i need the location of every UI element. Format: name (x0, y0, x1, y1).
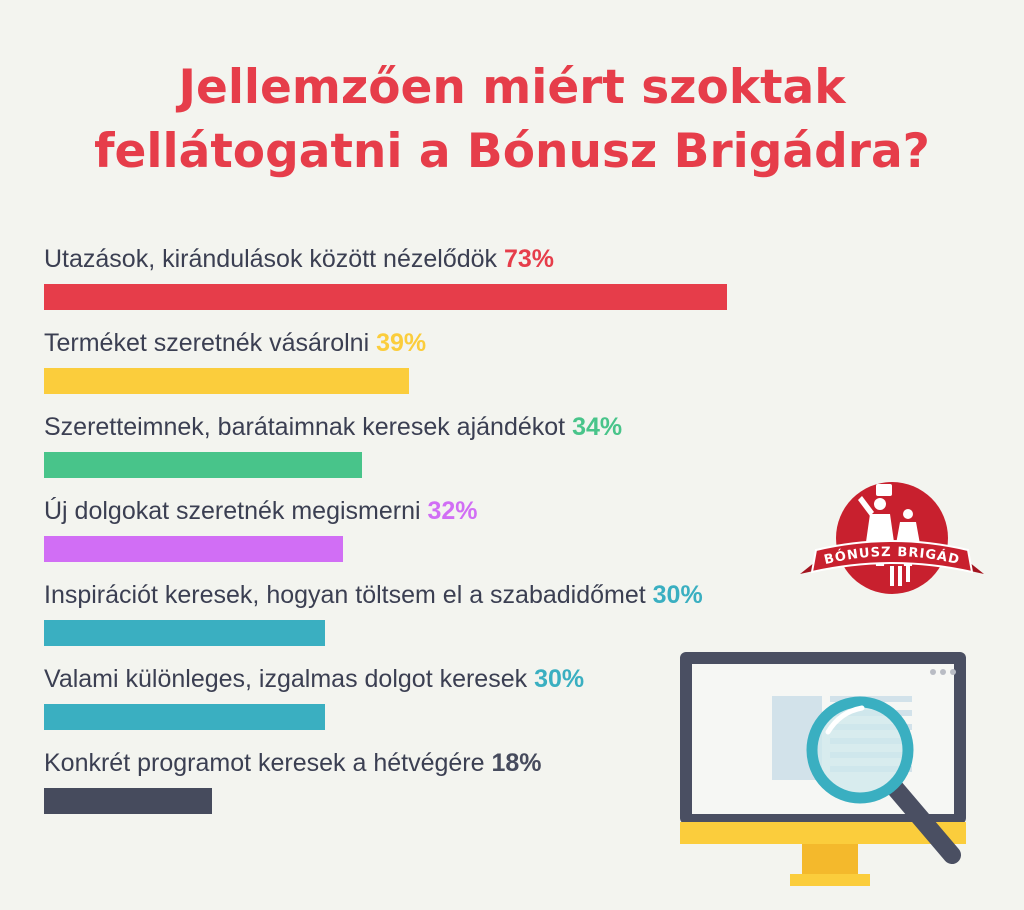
title-line-1: Jellemzően miért szoktak (178, 60, 846, 115)
bar (44, 536, 343, 562)
value-label: 39% (376, 329, 427, 357)
chart-title: Jellemzően miért szoktak fellátogatni a … (0, 56, 1024, 184)
bonusz-brigad-logo-icon: BÓNUSZ BRIGÁD (800, 482, 984, 594)
category-label: Terméket szeretnék vásárolni (44, 329, 377, 357)
monitor-magnifier-icon (680, 652, 966, 886)
value-label: 34% (572, 413, 623, 441)
bar (44, 620, 325, 646)
category-label: Szeretteimnek, barátaimnak keresek ajánd… (44, 413, 573, 441)
title-line-2: fellátogatni a Bónusz Brigádra? (94, 124, 930, 179)
value-label: 30% (652, 581, 703, 609)
value-label: 73% (503, 245, 555, 273)
value-label: 30% (534, 665, 585, 693)
bar-label: Utazások, kirándulások között nézelődök … (44, 244, 554, 274)
bar-label: Valami különleges, izgalmas dolgot keres… (44, 664, 584, 694)
bar (44, 452, 362, 478)
category-label: Inspirációt keresek, hogyan töltsem el a… (44, 581, 653, 609)
category-label: Új dolgokat szeretnék megismerni (44, 497, 428, 525)
bar-label: Terméket szeretnék vásárolni 39% (44, 328, 426, 358)
bar-label: Új dolgokat szeretnék megismerni 32% (44, 496, 478, 526)
bar-label: Szeretteimnek, barátaimnak keresek ajánd… (44, 412, 622, 442)
bar-label: Konkrét programot keresek a hétvégére 18… (44, 748, 542, 778)
bar-label: Inspirációt keresek, hogyan töltsem el a… (44, 580, 703, 610)
bar (44, 704, 325, 730)
value-label: 18% (491, 749, 542, 777)
category-label: Utazások, kirándulások között nézelődök (44, 245, 504, 273)
bar (44, 368, 409, 394)
category-label: Valami különleges, izgalmas dolgot keres… (44, 665, 535, 693)
bar (44, 788, 212, 814)
value-label: 32% (427, 497, 478, 525)
category-label: Konkrét programot keresek a hétvégére (44, 749, 492, 777)
bar (44, 284, 727, 310)
